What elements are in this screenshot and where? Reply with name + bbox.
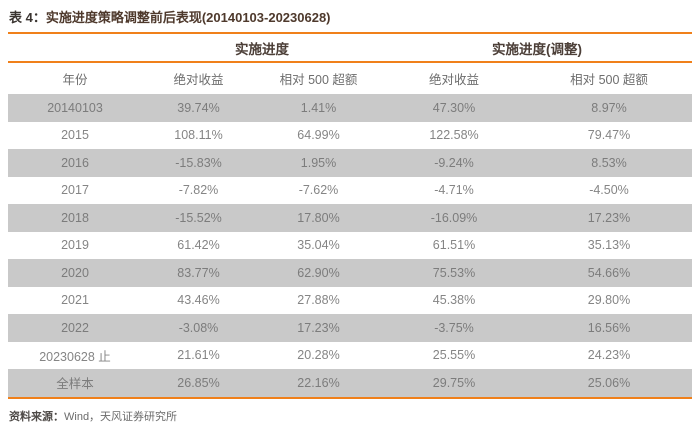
value-cell: -9.24% xyxy=(434,155,474,170)
table-row: 2017 -7.82% -7.62% -4.71% -4.50% xyxy=(8,177,692,205)
column-header-abs-return-adj: 绝对收益 xyxy=(428,73,479,87)
year-cell: 20140103 xyxy=(47,100,103,115)
value-cell: 17.80% xyxy=(297,210,340,225)
value-cell: 75.53% xyxy=(432,265,476,280)
value-cell: 20.28% xyxy=(297,348,340,363)
value-cell: 17.23% xyxy=(587,210,631,225)
value-cell: -7.82% xyxy=(178,183,219,198)
value-cell: 24.23% xyxy=(587,348,631,363)
value-cell: 79.47% xyxy=(587,128,631,143)
table-row: 2020 83.77% 62.90% 75.53% 54.66% xyxy=(8,259,692,287)
table-row: 20140103 39.74% 1.41% 47.30% 8.97% xyxy=(8,94,692,122)
value-cell: -15.83% xyxy=(175,155,222,170)
table-body: 20140103 39.74% 1.41% 47.30% 8.97% 2015 108.11… xyxy=(8,94,692,399)
value-cell: -4.50% xyxy=(589,183,629,198)
table-row: 2021 43.46% 27.88% 45.38% 29.80% xyxy=(8,287,692,315)
value-cell: 61.51% xyxy=(432,238,476,253)
value-cell: 61.42% xyxy=(177,238,220,253)
column-header-year: 年份 xyxy=(62,73,88,87)
column-header-row: 年份 绝对收益 相对 500 超额 绝对收益 相对 500 超额 xyxy=(8,62,692,94)
year-cell: 2020 xyxy=(61,265,89,280)
group-header-adjusted: 实施进度(调整) xyxy=(382,32,692,63)
year-cell: 2016 xyxy=(61,155,89,170)
column-header-excess-500-adj: 相对 500 超额 xyxy=(570,73,648,87)
value-cell: 29.75% xyxy=(382,369,526,399)
value-cell: 1.95% xyxy=(300,155,337,170)
year-cell: 2017 xyxy=(61,183,89,198)
year-cell: 2018 xyxy=(61,210,89,225)
value-cell: -3.08% xyxy=(178,320,219,335)
value-cell: 26.85% xyxy=(142,369,255,399)
value-cell: 47.30% xyxy=(432,100,476,115)
value-cell: 64.99% xyxy=(297,128,340,143)
year-cell: 2021 xyxy=(61,293,89,308)
table-row: 20230628 止 21.61% 20.28% 25.55% 24.23% xyxy=(8,342,692,370)
value-cell: 1.41% xyxy=(300,100,337,115)
table-row: 全样本 26.85% 22.16% 29.75% 25.06% xyxy=(8,369,692,399)
performance-table: 实施进度 实施进度(调整) 年份 绝对收益 相对 500 超额 绝对收益 相对 … xyxy=(8,32,692,399)
value-cell: 22.16% xyxy=(255,369,382,399)
source-text: Wind，天风证券研究所 xyxy=(64,410,178,423)
value-cell: 27.88% xyxy=(297,293,340,308)
table-row: 2019 61.42% 35.04% 61.51% 35.13% xyxy=(8,232,692,260)
value-cell: 39.74% xyxy=(177,100,220,115)
value-cell: 54.66% xyxy=(587,265,631,280)
year-cell: 20230628 止 xyxy=(39,349,111,364)
year-cell: 2015 xyxy=(61,128,89,143)
value-cell: -15.52% xyxy=(175,210,222,225)
value-cell: 25.06% xyxy=(526,369,692,399)
year-cell: 2019 xyxy=(61,238,89,253)
value-cell: 8.97% xyxy=(591,100,627,115)
group-header-row: 实施进度 实施进度(调整) xyxy=(8,32,692,63)
value-cell: -16.09% xyxy=(430,210,478,225)
value-cell: 29.80% xyxy=(587,293,631,308)
table-title-prefix: 表 4： xyxy=(9,10,46,25)
table-row: 2015 108.11% 64.99% 122.58% 79.47% xyxy=(8,122,692,150)
value-cell: 122.58% xyxy=(429,128,479,143)
value-cell: -3.75% xyxy=(434,320,474,335)
table-row: 2022 -3.08% 17.23% -3.75% 16.56% xyxy=(8,314,692,342)
value-cell: 25.55% xyxy=(432,348,476,363)
value-cell: 8.53% xyxy=(591,155,627,170)
value-cell: -7.62% xyxy=(298,183,339,198)
value-cell: -4.71% xyxy=(434,183,474,198)
value-cell: 16.56% xyxy=(587,320,631,335)
value-cell: 45.38% xyxy=(432,293,476,308)
year-cell: 全样本 xyxy=(8,369,142,399)
table-title: 表 4：实施进度策略调整前后表现(20140103-20230628) xyxy=(8,4,692,32)
group-header-original: 实施进度 xyxy=(142,32,382,63)
value-cell: 43.46% xyxy=(177,293,220,308)
column-header-excess-500: 相对 500 超额 xyxy=(279,73,358,87)
value-cell: 35.04% xyxy=(297,238,340,253)
value-cell: 108.11% xyxy=(174,128,223,143)
column-header-abs-return: 绝对收益 xyxy=(173,73,224,87)
value-cell: 21.61% xyxy=(177,348,220,363)
value-cell: 62.90% xyxy=(297,265,340,280)
value-cell: 83.77% xyxy=(177,265,220,280)
year-cell: 2022 xyxy=(61,320,89,335)
table-title-text: 实施进度策略调整前后表现(20140103-20230628) xyxy=(45,10,331,25)
source-label: 资料来源： xyxy=(9,410,64,423)
table-row: 2018 -15.52% 17.80% -16.09% 17.23% xyxy=(8,204,692,232)
value-cell: 17.23% xyxy=(297,320,340,335)
value-cell: 35.13% xyxy=(587,238,631,253)
table-row: 2016 -15.83% 1.95% -9.24% 8.53% xyxy=(8,149,692,177)
source-note: 资料来源：Wind，天风证券研究所 xyxy=(8,408,692,423)
group-header-spacer xyxy=(8,32,142,63)
